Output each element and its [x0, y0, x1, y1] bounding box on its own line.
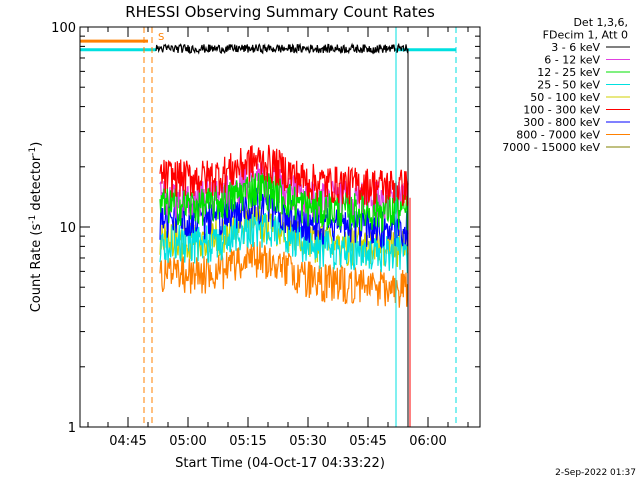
- legend-entry-label: 25 - 50 keV: [537, 79, 600, 92]
- series-line: [159, 241, 409, 308]
- x-tick-label: 05:15: [229, 434, 266, 449]
- series-layer: [80, 39, 456, 427]
- series-line: [159, 144, 409, 206]
- y-axis-label-main: Count Rate (s: [29, 224, 44, 313]
- legend-header: Det 1,3,6,: [573, 16, 628, 29]
- footer-timestamp: 2-Sep-2022 01:37: [555, 468, 636, 478]
- y-axis-label-tail-sup: -1: [28, 147, 38, 156]
- x-tick-label: 04:45: [109, 434, 146, 449]
- y-axis-label: Count Rate (s-1 detector-1): [28, 142, 44, 313]
- series-line: [159, 172, 409, 234]
- series-25-50-kev: [80, 48, 456, 274]
- series-3-6-kev: [155, 42, 409, 55]
- series-100-300-kev: [159, 144, 409, 206]
- x-tick-label: 05:45: [349, 434, 386, 449]
- legend-header: FDecim 1, Att 0: [543, 29, 628, 42]
- x-tick-label: 05:00: [169, 434, 206, 449]
- y-axis-label-tail: detector: [29, 155, 44, 215]
- x-axis: 04:45 05:00 05:15 05:30 05:45 06:00: [87, 27, 469, 449]
- series-line: [159, 210, 409, 274]
- legend-entry-label: 800 - 7000 keV: [516, 129, 600, 142]
- vertical-markers: [143, 27, 457, 427]
- legend-entry-label: 12 - 25 keV: [537, 66, 600, 79]
- legend-entry-label: 7000 - 15000 keV: [502, 141, 600, 154]
- x-axis-label: Start Time (04-Oct-17 04:33:22): [175, 456, 385, 471]
- marker-label: S: [158, 32, 164, 43]
- series-12-25-kev: [159, 172, 409, 234]
- y-axis-label-close: ): [29, 142, 44, 147]
- y-tick-label: 100: [51, 21, 76, 36]
- y-axis-label-sup: -1: [28, 215, 38, 224]
- y-axis: 1 10 100: [51, 21, 480, 436]
- legend-entry-label: 3 - 6 keV: [551, 41, 600, 54]
- legend-entry-label: 6 - 12 keV: [544, 54, 600, 67]
- series-800-7000-kev: [80, 39, 409, 308]
- legend-entry-label: 100 - 300 keV: [523, 104, 600, 117]
- x-tick-label: 06:00: [409, 434, 446, 449]
- series-line: [155, 42, 409, 55]
- y-tick-label: 10: [59, 221, 76, 236]
- x-tick-label: 05:30: [289, 434, 326, 449]
- legend-entry-label: 300 - 800 keV: [523, 116, 600, 129]
- chart-title: RHESSI Observing Summary Count Rates: [125, 3, 435, 21]
- y-tick-label: 1: [68, 421, 76, 436]
- legend-entry-label: 50 - 100 keV: [530, 91, 600, 104]
